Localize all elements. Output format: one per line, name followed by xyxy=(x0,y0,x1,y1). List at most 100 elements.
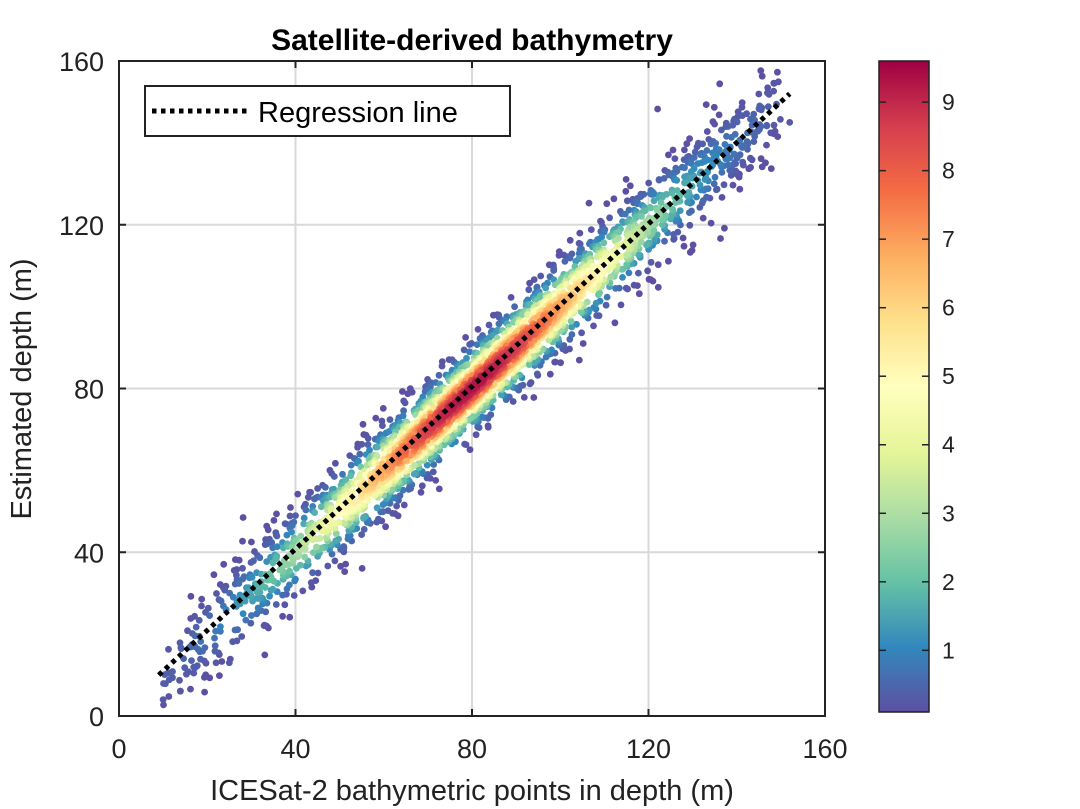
scatter-point xyxy=(602,301,610,309)
y-tick-label-4: 160 xyxy=(59,47,104,77)
scatter-point xyxy=(720,181,728,189)
scatter-point xyxy=(292,575,299,583)
scatter-point xyxy=(546,370,554,378)
scatter-point xyxy=(688,160,695,167)
scatter-point xyxy=(202,671,210,679)
scatter-point xyxy=(757,106,765,114)
scatter-point xyxy=(263,558,271,565)
chart-title: Satellite-derived bathymetry xyxy=(271,24,673,57)
scatter-point xyxy=(736,185,744,193)
scatter-point xyxy=(718,169,726,176)
scatter-point xyxy=(462,334,469,341)
scatter-point xyxy=(229,638,237,646)
scatter-point xyxy=(661,237,668,245)
scatter-point xyxy=(307,579,315,587)
scatter-point xyxy=(650,190,658,198)
scatter-point xyxy=(239,610,247,618)
scatter-point xyxy=(364,441,372,449)
scatter-point xyxy=(466,348,473,356)
scatter-point xyxy=(195,616,203,624)
scatter-point xyxy=(216,672,223,679)
scatter-point xyxy=(592,299,600,307)
scatter-point xyxy=(768,42,775,49)
scatter-point xyxy=(686,221,694,229)
colorbar-tick-label-6: 7 xyxy=(942,226,955,252)
scatter-point xyxy=(757,155,765,163)
colorbar-tick-label-5: 6 xyxy=(942,295,955,321)
scatter-point xyxy=(286,613,294,621)
scatter-point xyxy=(221,586,229,594)
scatter-point xyxy=(358,440,366,448)
scatter-point xyxy=(603,293,611,301)
scatter-point xyxy=(359,420,367,428)
scatter-point xyxy=(356,450,364,458)
scatter-point xyxy=(611,319,619,327)
scatter-point xyxy=(777,116,784,123)
x-tick-label-3: 120 xyxy=(626,734,671,764)
scatter-point xyxy=(587,226,595,234)
scatter-point xyxy=(379,501,387,509)
scatter-point xyxy=(688,247,696,254)
scatter-point xyxy=(673,167,681,175)
scatter-point xyxy=(600,239,608,247)
scatter-point xyxy=(640,190,648,198)
scatter-point xyxy=(739,158,747,166)
scatter-point xyxy=(229,593,237,601)
scatter-point xyxy=(472,431,480,439)
scatter-point xyxy=(721,224,728,232)
scatter-point xyxy=(401,399,409,407)
scatter-point xyxy=(568,323,576,331)
scatter-point xyxy=(332,530,340,537)
scatter-point xyxy=(730,150,738,158)
scatter-point xyxy=(225,659,233,667)
scatter-point xyxy=(309,569,316,577)
scatter-point xyxy=(654,105,661,113)
scatter-point xyxy=(220,560,228,568)
scatter-point xyxy=(386,416,394,423)
scatter-point xyxy=(507,294,515,301)
scatter-point xyxy=(282,559,290,567)
scatter-point xyxy=(474,326,482,333)
scatter-point xyxy=(638,212,645,220)
scatter-point xyxy=(408,388,416,396)
scatter-point xyxy=(272,601,280,608)
scatter-point xyxy=(728,133,735,141)
scatter-point xyxy=(763,121,771,129)
scatter-point xyxy=(242,616,250,624)
scatter-point xyxy=(567,285,575,292)
scatter-point xyxy=(710,180,718,188)
scatter-point xyxy=(331,557,339,565)
x-axis-label: ICESat-2 bathymetric points in depth (m) xyxy=(210,775,734,807)
scatter-point xyxy=(691,148,699,156)
scatter-point xyxy=(653,231,661,239)
scatter-point xyxy=(461,440,468,448)
scatter-point xyxy=(665,257,672,265)
scatter-point xyxy=(630,281,638,289)
scatter-point xyxy=(287,504,294,511)
scatter-point xyxy=(337,562,344,570)
scatter-point xyxy=(654,283,662,291)
scatter-point xyxy=(364,435,372,442)
colorbar-tick-label-7: 8 xyxy=(942,158,955,184)
scatter-point xyxy=(399,388,406,395)
scatter-point xyxy=(247,591,255,599)
scatter-point xyxy=(358,531,365,538)
scatter-point xyxy=(645,179,653,187)
scatter-point xyxy=(575,356,583,364)
scatter-point xyxy=(342,477,350,485)
colorbar-tick-label-1: 2 xyxy=(942,569,955,595)
scatter-point xyxy=(593,312,601,319)
scatter-point xyxy=(190,669,198,677)
colorbar-tick-label-4: 5 xyxy=(942,363,955,389)
scatter-point xyxy=(715,111,723,119)
scatter-point xyxy=(762,159,769,167)
scatter-point xyxy=(314,569,322,577)
scatter-point xyxy=(288,528,295,536)
scatter-point xyxy=(743,110,750,118)
scatter-point xyxy=(635,290,643,298)
scatter-point xyxy=(300,520,308,528)
legend-label-regression: Regression line xyxy=(258,97,458,129)
scatter-point xyxy=(358,565,366,572)
scatter-point xyxy=(701,158,709,165)
colorbar-tick-label-8: 9 xyxy=(942,89,955,115)
